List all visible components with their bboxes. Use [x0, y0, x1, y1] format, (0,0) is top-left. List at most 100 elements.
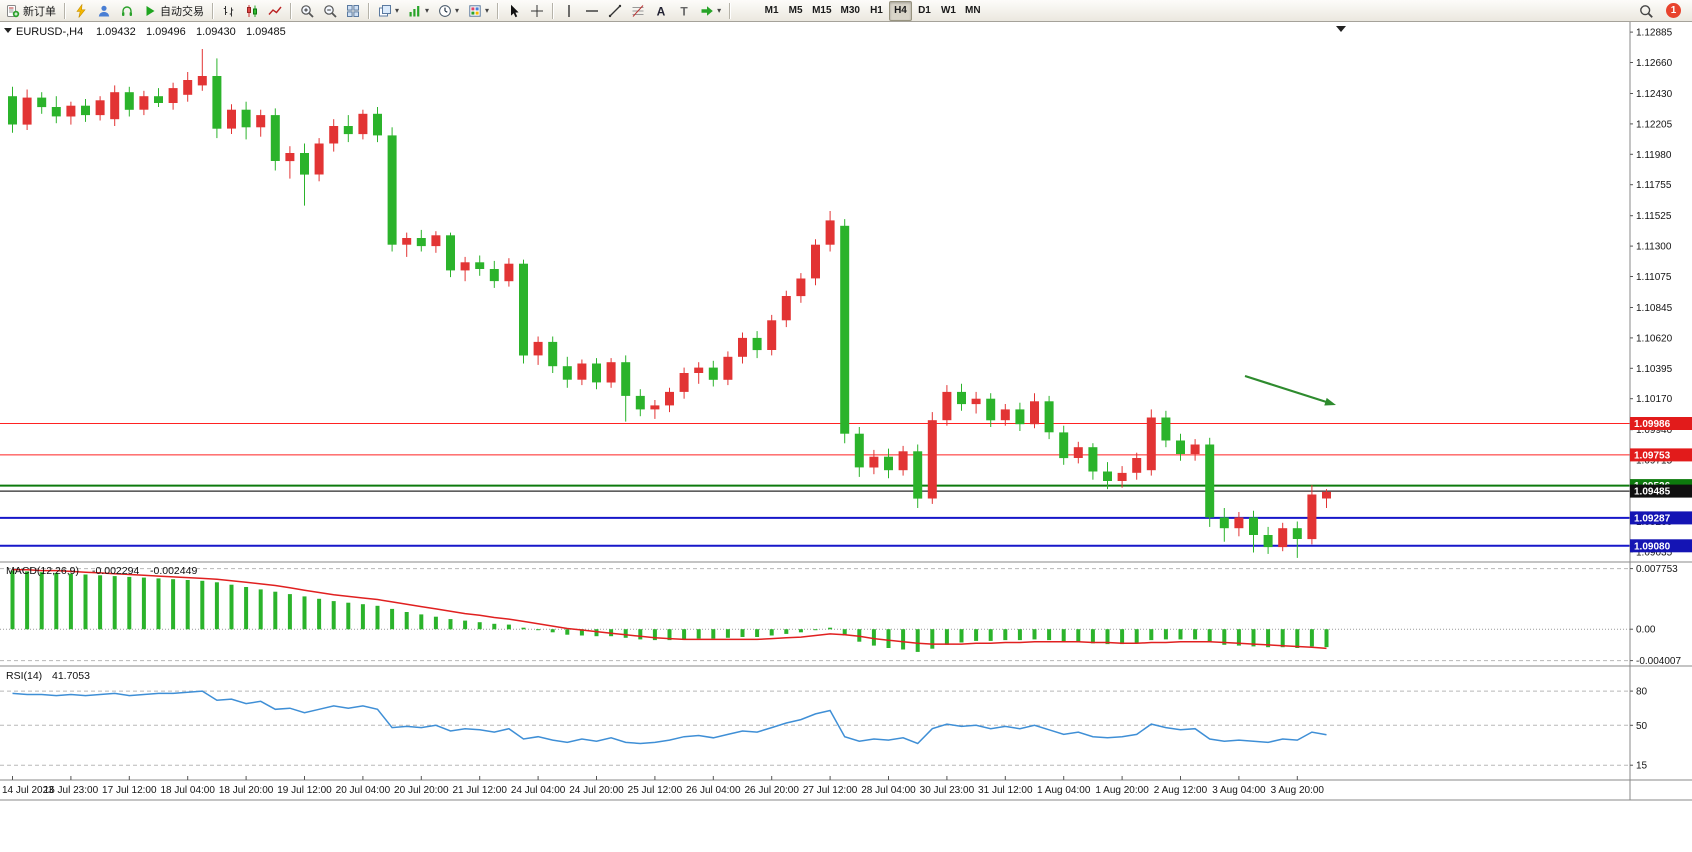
- vertical-line-button[interactable]: [558, 1, 580, 21]
- line-icon: [268, 4, 282, 18]
- trendline-icon: [608, 4, 622, 18]
- play-icon: [143, 4, 157, 18]
- time-axis-label: 27 Jul 12:00: [803, 785, 858, 796]
- text-button[interactable]: A: [650, 1, 672, 21]
- line-chart-button[interactable]: [264, 1, 286, 21]
- svg-text:1.09287: 1.09287: [1634, 513, 1671, 524]
- support-button[interactable]: [116, 1, 138, 21]
- price-axis-label: 1.10620: [1636, 333, 1673, 344]
- autotrading-button[interactable]: 自动交易: [139, 1, 208, 21]
- toolbar-button-label: 自动交易: [160, 5, 204, 18]
- cursor-icon: [507, 4, 521, 18]
- chart-symbol-ohlc: EURUSD-,H4 1.09432 1.09496 1.09430 1.09485: [16, 26, 286, 38]
- accounts-button[interactable]: [93, 1, 115, 21]
- shapes-button[interactable]: ▾: [696, 1, 725, 21]
- macd-axis-label: -0.004007: [1636, 656, 1681, 667]
- candlestick-chart-button[interactable]: [241, 1, 263, 21]
- timeframe-M1-button[interactable]: M1: [760, 1, 783, 21]
- price-tag-1.09287[interactable]: 1.09287: [1630, 511, 1692, 525]
- timeframe-M30-button[interactable]: M30: [837, 1, 864, 21]
- bar-chart-button[interactable]: [218, 1, 240, 21]
- notifications-badge[interactable]: 1: [1666, 3, 1681, 18]
- time-axis-label: 30 Jul 23:00: [920, 785, 975, 796]
- price-tag-1.09080[interactable]: 1.09080: [1630, 539, 1692, 553]
- time-axis-label: 31 Jul 12:00: [978, 785, 1033, 796]
- price-axis-label: 1.11075: [1636, 272, 1672, 283]
- time-axis-label: 20 Jul 04:00: [336, 785, 391, 796]
- fibonacci-icon: [631, 4, 645, 18]
- cursor-button[interactable]: [503, 1, 525, 21]
- zoom-in-icon: [300, 4, 314, 18]
- timeframe-M15-button[interactable]: M15: [808, 1, 835, 21]
- zoom-in-button[interactable]: [296, 1, 318, 21]
- time-axis-label: 18 Jul 04:00: [160, 785, 215, 796]
- lightning-button[interactable]: [70, 1, 92, 21]
- svg-text:1.09753: 1.09753: [1634, 450, 1671, 461]
- cascade-icon: [378, 4, 392, 18]
- timeframe-D1-button[interactable]: D1: [913, 1, 936, 21]
- time-axis-label: 2 Aug 12:00: [1154, 785, 1208, 796]
- trend-arrow-annotation[interactable]: [1244, 374, 1336, 406]
- dropdown-caret-icon: ▾: [455, 5, 460, 15]
- time-axis-label: 17 Jul 12:00: [102, 785, 157, 796]
- trendline-button[interactable]: [604, 1, 626, 21]
- search-button[interactable]: [1635, 1, 1657, 21]
- search-icon: [1639, 4, 1653, 18]
- time-axis-label: 3 Aug 20:00: [1271, 785, 1325, 796]
- template-icon: [468, 4, 482, 18]
- time-axis-label: 19 Jul 12:00: [277, 785, 332, 796]
- time-axis-label: 25 Jul 12:00: [628, 785, 683, 796]
- rsi-axis-label: 50: [1636, 721, 1648, 732]
- price-axis-label: 1.11300: [1636, 242, 1672, 253]
- chart-shift-marker[interactable]: [1336, 26, 1346, 32]
- bid-price-tag[interactable]: 1.09485: [1630, 484, 1692, 498]
- periods-button[interactable]: ▾: [434, 1, 463, 21]
- zoom-out-button[interactable]: [319, 1, 341, 21]
- crosshair-button[interactable]: [526, 1, 548, 21]
- price-axis-label: 1.11755: [1636, 180, 1672, 191]
- price-axis-label: 1.09035: [1636, 547, 1673, 558]
- toolbar-button-label: 新订单: [23, 5, 56, 18]
- macd-signal-line: [12, 569, 1327, 650]
- macd-axis-label: 0.007753: [1636, 564, 1678, 575]
- price-axis-label: 1.11525: [1636, 211, 1672, 222]
- price-axis-label: 1.12430: [1636, 89, 1673, 100]
- new-order-icon: [6, 4, 20, 18]
- time-axis-label: 1 Aug 20:00: [1095, 785, 1149, 796]
- crosshair-icon: [530, 4, 544, 18]
- bars-icon: [222, 4, 236, 18]
- price-tag-1.09986[interactable]: 1.09986: [1630, 417, 1692, 430]
- timeframe-W1-button[interactable]: W1: [937, 1, 960, 21]
- label-icon: T: [677, 4, 691, 18]
- clock-icon: [438, 4, 452, 18]
- fibonacci-button[interactable]: [627, 1, 649, 21]
- price-axis-label: 1.12885: [1636, 28, 1673, 39]
- time-axis-label: 18 Jul 20:00: [219, 785, 274, 796]
- price-tag-1.09753[interactable]: 1.09753: [1630, 448, 1692, 462]
- price-axis-label: 1.09940: [1636, 425, 1673, 436]
- chart-collapse-icon[interactable]: [4, 28, 12, 33]
- new-order-button[interactable]: 新订单: [2, 1, 60, 21]
- macd-axis-label: 0.00: [1636, 625, 1656, 636]
- timeframe-H1-button[interactable]: H1: [865, 1, 888, 21]
- price-axis-label: 1.10395: [1636, 364, 1673, 375]
- timeframe-H4-button[interactable]: H4: [888, 0, 912, 21]
- candles-icon: [245, 4, 259, 18]
- new-chart-button[interactable]: ▾: [374, 1, 403, 21]
- panel-borders: [0, 22, 1692, 801]
- hline-icon: [585, 4, 599, 18]
- text-icon: A: [654, 4, 668, 18]
- timeframe-M5-button[interactable]: M5: [784, 1, 807, 21]
- label-button[interactable]: T: [673, 1, 695, 21]
- shapes-icon: [700, 4, 714, 18]
- time-axis-label: 24 Jul 20:00: [569, 785, 624, 796]
- horizontal-lines[interactable]: [0, 423, 1630, 547]
- tile-windows-button[interactable]: [342, 1, 364, 21]
- horizontal-line-button[interactable]: [581, 1, 603, 21]
- indicators-button[interactable]: ▾: [404, 1, 433, 21]
- timeframe-MN-button[interactable]: MN: [961, 1, 985, 21]
- templates-button[interactable]: ▾: [464, 1, 493, 21]
- chart-background: [0, 22, 1692, 852]
